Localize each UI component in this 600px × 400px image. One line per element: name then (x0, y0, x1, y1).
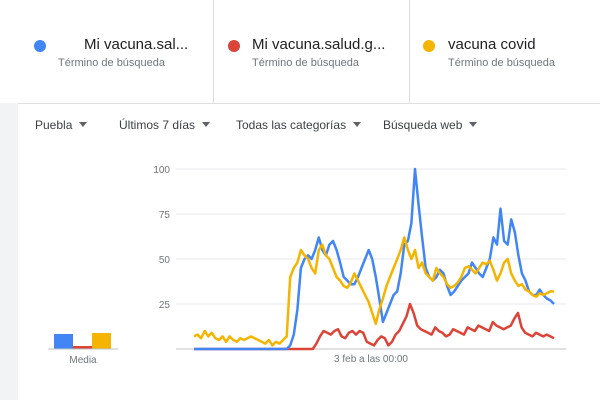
search-type-dropdown[interactable]: Búsqueda web (383, 118, 478, 132)
average-bars (48, 333, 118, 350)
term-1-name: Mi vacuna.sal... (84, 36, 189, 53)
search-terms-bar: Mi vacuna.sal... Término de búsqueda Mi … (0, 0, 600, 103)
term-card-3[interactable]: vacuna covid Término de búsqueda (410, 0, 600, 103)
search-type-label: Búsqueda web (383, 118, 463, 132)
y-tick-label: 75 (159, 210, 171, 221)
chevron-down-icon (202, 122, 211, 127)
term-divider (213, 0, 214, 103)
trend-chart: Media 25 50 75 100 3 feb a las 00:00 (48, 165, 566, 366)
series-line-1 (194, 167, 555, 351)
chevron-down-icon (469, 122, 478, 127)
average-label: Media (69, 355, 97, 366)
y-axis-ticks: 25 50 75 100 (153, 165, 170, 311)
average-bar-2 (73, 346, 92, 349)
y-tick-label: 25 (159, 300, 171, 311)
y-tick-label: 50 (159, 255, 171, 266)
series-line-2 (194, 302, 555, 351)
term-card-1[interactable]: Mi vacuna.sal... Término de búsqueda (18, 0, 213, 103)
period-dropdown[interactable]: Últimos 7 días (119, 118, 211, 132)
term-2-color-dot (228, 40, 240, 52)
term-1-color-dot (34, 40, 46, 52)
category-dropdown[interactable]: Todas las categorías (236, 118, 362, 132)
term-3-color-dot (423, 40, 435, 52)
term-1-subtitle: Término de búsqueda (58, 57, 166, 69)
term-2-name: Mi vacuna.salud.g... (252, 36, 386, 53)
average-bar-3 (92, 333, 111, 349)
chart-panel: Media 25 50 75 100 3 feb a las 00:00 (18, 147, 600, 400)
x-axis-label: 3 feb a las 00:00 (334, 354, 408, 365)
chevron-down-icon (353, 122, 362, 127)
period-label: Últimos 7 días (119, 118, 196, 132)
category-label: Todas las categorías (236, 118, 347, 132)
series-line-3 (193, 236, 554, 347)
y-tick-label: 100 (153, 165, 170, 176)
average-bar-1 (54, 334, 73, 349)
term-3-name: vacuna covid (448, 36, 536, 53)
term-2-subtitle: Término de búsqueda (252, 57, 360, 69)
filters-bar: Puebla Últimos 7 días Todas las categorí… (18, 103, 600, 147)
region-label: Puebla (35, 118, 73, 132)
term-divider (409, 0, 410, 103)
chevron-down-icon (79, 122, 88, 127)
series-lines (193, 167, 555, 351)
region-dropdown[interactable]: Puebla (35, 118, 88, 132)
term-3-subtitle: Término de búsqueda (448, 57, 556, 69)
term-card-2[interactable]: Mi vacuna.salud.g... Término de búsqueda (214, 0, 409, 103)
